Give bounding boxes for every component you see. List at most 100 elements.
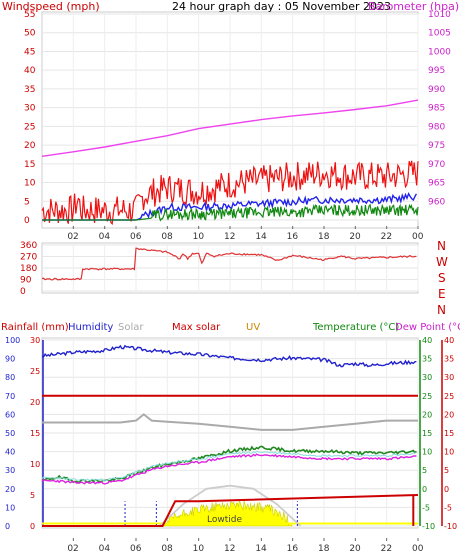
rain-ytick-label-20: 20: [30, 398, 40, 407]
humidity-ytick-label-50: 50: [5, 429, 15, 438]
baro-ytick-label-995: 995: [428, 66, 445, 76]
rain-ytick-label-5: 5: [30, 491, 35, 500]
rainfall-axis-title: Rainfall (mm): [1, 322, 69, 333]
windspeed-axis-title: Windspeed (mph): [2, 0, 100, 13]
wind-direction-line: [41, 247, 417, 281]
wind-ytick-label-35: 35: [24, 85, 35, 95]
max-solar-line: [42, 494, 419, 527]
baro-ytick-label-965: 965: [428, 179, 445, 189]
rain-ytick-label-25: 25: [30, 367, 40, 376]
climate-xtick-label-00: 00: [412, 544, 424, 554]
wind-ytick-label-25: 25: [24, 122, 35, 132]
compass-label-w: W: [436, 255, 448, 269]
wind-xtick-label-22: 22: [381, 232, 392, 242]
humidity-ytick-label-90: 90: [5, 355, 15, 364]
baro-ytick-label-990: 990: [428, 85, 445, 95]
humidity-line: [41, 344, 417, 368]
temp-ytick-label--10: -10: [422, 522, 435, 531]
wind-ytick-label-40: 40: [24, 66, 36, 76]
dew-ytick-label--5: -5: [444, 503, 452, 512]
wind-ytick-label-45: 45: [24, 47, 35, 57]
humidity-ytick-label-70: 70: [5, 392, 15, 401]
dir-ytick-label-0: 0: [20, 287, 26, 297]
dew-ytick-label-35: 35: [444, 355, 454, 364]
barometer-line: [41, 99, 419, 157]
wind-ytick-label-20: 20: [24, 141, 36, 151]
wind-ytick-label-10: 10: [24, 179, 36, 189]
wind-xtick-label-18: 18: [318, 232, 330, 242]
dew-ytick-label-5: 5: [444, 466, 449, 475]
baro-ytick-label-985: 985: [428, 104, 445, 114]
rain-ytick-label-15: 15: [30, 429, 40, 438]
temp-ytick-label-15: 15: [422, 429, 432, 438]
humidity-ytick-label-10: 10: [5, 503, 15, 512]
wind-ytick-label-5: 5: [24, 197, 30, 207]
dew-ytick-label-20: 20: [444, 410, 454, 419]
gridlines: [42, 13, 419, 527]
humidity-ytick-label-80: 80: [5, 373, 15, 382]
axes: 0510152025303540455055960965970975980985…: [5, 10, 457, 554]
climate-xtick-label-22: 22: [381, 544, 392, 554]
climate-xtick-label-18: 18: [318, 544, 330, 554]
dew-ytick-label-15: 15: [444, 429, 454, 438]
max-solar-axis-title: Max solar: [172, 322, 221, 333]
barometer-axis-title: Barometer (hpa): [368, 0, 459, 13]
series-lines: [41, 99, 419, 527]
temp-ytick-label-30: 30: [422, 373, 432, 382]
climate-xtick-label-04: 04: [99, 544, 111, 554]
climate-xtick-label-06: 06: [130, 544, 142, 554]
rain-ytick-label-0: 0: [30, 522, 35, 531]
temp-ytick-label-5: 5: [422, 466, 427, 475]
rain-ytick-label-10: 10: [30, 460, 40, 469]
dew-ytick-label-25: 25: [444, 392, 454, 401]
climate-xtick-label-08: 08: [161, 544, 173, 554]
solar-line: [42, 413, 418, 431]
wind-xtick-label-00: 00: [412, 232, 424, 242]
dew-point-axis-title: Dew Point (°C): [395, 322, 460, 333]
dew-ytick-label-30: 30: [444, 373, 454, 382]
dir-ytick-label-180: 180: [20, 264, 37, 274]
baro-ytick-label-1010: 1010: [428, 10, 451, 20]
compass-label-e: E: [438, 287, 446, 301]
rain-ytick-label-30: 30: [30, 336, 40, 345]
climate-xtick-label-16: 16: [287, 544, 299, 554]
wind-ytick-label-15: 15: [24, 160, 35, 170]
wind-xtick-label-12: 12: [224, 232, 235, 242]
temp-ytick-label-10: 10: [422, 448, 432, 457]
dew-ytick-label-40: 40: [444, 336, 454, 345]
max-solar-curve: [158, 484, 302, 527]
lowtide-annotation: Lowtide: [207, 515, 242, 525]
humidity-ytick-label-30: 30: [5, 466, 15, 475]
temperature-axis-title: Temperature (°C): [312, 322, 399, 333]
compass-label-n-bottom: N: [437, 303, 446, 317]
wind-ytick-label-30: 30: [24, 104, 36, 114]
humidity-ytick-label-40: 40: [5, 448, 15, 457]
dir-ytick-label-270: 270: [20, 253, 37, 263]
baro-ytick-label-1000: 1000: [428, 47, 451, 57]
temp-ytick-label-40: 40: [422, 336, 432, 345]
dew-ytick-label--10: -10: [444, 522, 457, 531]
baro-ytick-label-970: 970: [428, 160, 445, 170]
wind-xtick-label-10: 10: [193, 232, 205, 242]
humidity-ytick-label-100: 100: [5, 336, 20, 345]
wind-xtick-label-08: 08: [161, 232, 173, 242]
solar-fill-area: [159, 499, 293, 527]
compass-label-s: S: [438, 271, 446, 285]
climate-xtick-label-14: 14: [255, 544, 267, 554]
wind-xtick-label-06: 06: [130, 232, 142, 242]
dir-ytick-label-90: 90: [20, 276, 32, 286]
wind-xtick-label-14: 14: [255, 232, 267, 242]
climate-xtick-label-02: 02: [67, 544, 78, 554]
wind-low-line: [42, 203, 419, 222]
wind-xtick-label-16: 16: [287, 232, 299, 242]
compass-label-n-top: N: [437, 239, 446, 253]
wind-xtick-label-02: 02: [67, 232, 78, 242]
uv-axis-title: UV: [246, 322, 260, 333]
windspeed-line: [41, 160, 419, 226]
solar-axis-title: Solar: [118, 322, 144, 333]
humidity-ytick-label-60: 60: [5, 410, 15, 419]
baro-ytick-label-960: 960: [428, 197, 445, 207]
dir-ytick-label-360: 360: [20, 241, 37, 251]
